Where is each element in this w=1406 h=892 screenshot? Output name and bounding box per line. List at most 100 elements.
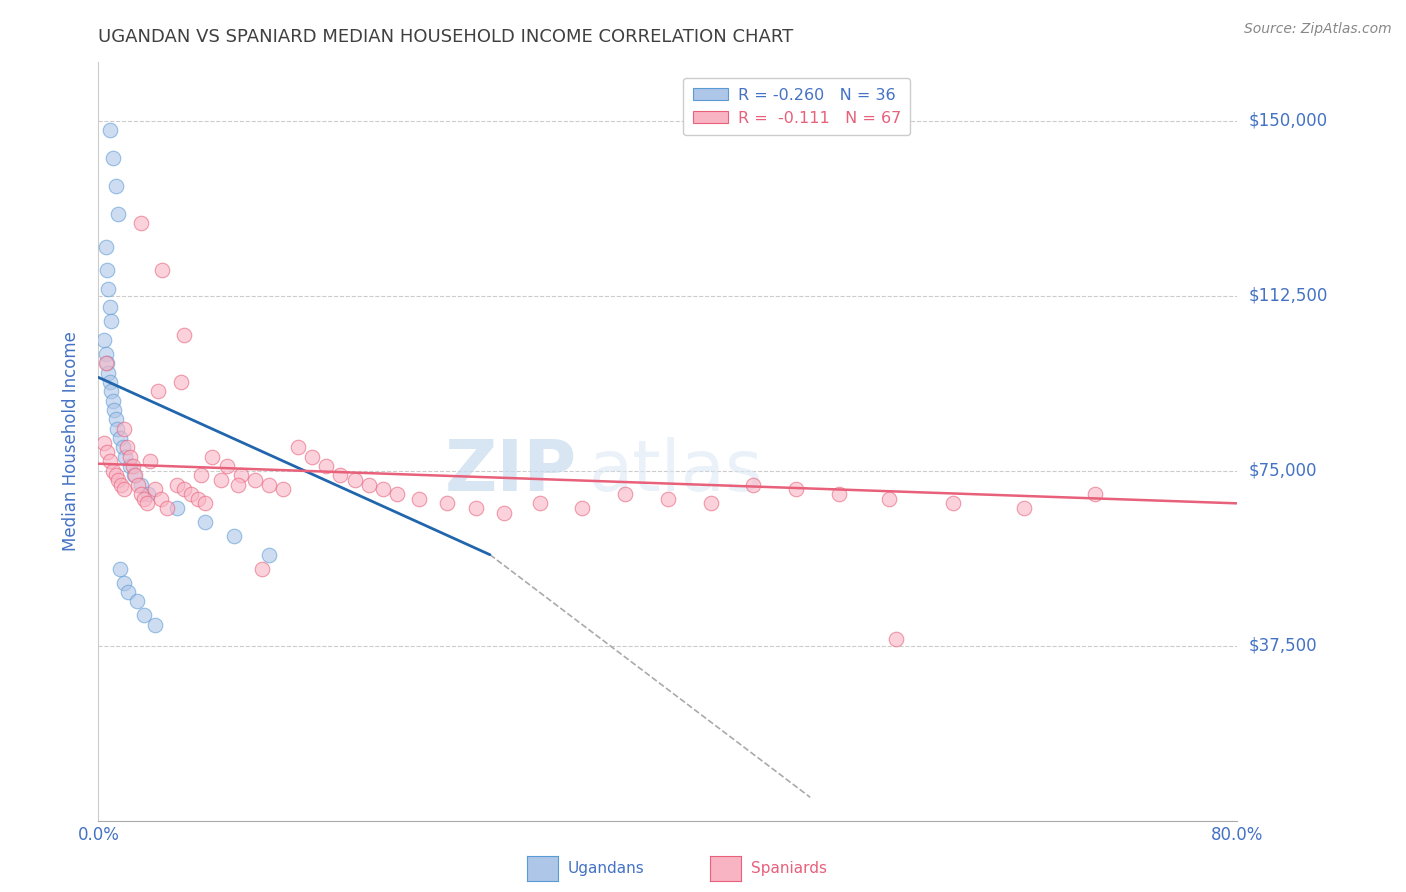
Point [259,477,281,491]
Point [170,375,193,389]
Point [101,151,124,165]
Point [148,384,170,399]
Point [97,366,120,380]
Point [112,483,135,497]
Point [114,450,136,464]
Point [138,454,160,468]
Point [117,585,139,599]
Point [287,441,309,455]
Point [100,314,122,328]
Text: $150,000: $150,000 [1249,112,1327,129]
Text: $112,500: $112,500 [1249,286,1327,305]
Point [132,608,155,623]
Point [166,501,188,516]
Point [93,333,115,347]
Point [129,216,152,230]
Text: $37,500: $37,500 [1249,637,1317,655]
Point [194,496,217,510]
Point [222,529,245,543]
Point [121,458,143,473]
Point [135,496,157,510]
Point [132,491,155,506]
Point [742,477,765,491]
Text: $75,000: $75,000 [1249,462,1317,480]
Point [884,632,907,646]
Point [173,483,195,497]
Point [614,487,637,501]
Point [343,473,366,487]
Point [112,575,135,590]
Point [100,384,122,399]
Point [828,487,851,501]
Point [111,441,134,455]
Point [187,491,209,506]
Point [118,458,141,473]
Point [190,468,212,483]
Point [529,496,551,510]
Point [1012,501,1035,516]
Point [150,491,173,506]
Point [259,548,281,562]
Point [329,468,352,483]
Point [250,562,273,576]
Point [129,487,152,501]
Point [101,393,124,408]
Point [112,422,135,436]
Point [152,263,174,277]
Point [699,496,721,510]
Point [494,506,516,520]
Point [209,473,232,487]
Point [108,431,131,445]
Point [97,282,120,296]
Point [115,441,138,455]
Text: ZIP: ZIP [444,437,576,507]
Point [436,496,458,510]
Point [127,477,149,491]
Point [105,422,128,436]
Point [156,501,179,516]
Point [173,328,195,343]
Point [124,468,146,483]
Text: Spaniards: Spaniards [751,862,827,876]
Point [94,240,117,254]
Text: Ugandans: Ugandans [568,862,645,876]
Point [101,464,124,478]
Point [166,477,188,491]
Point [785,483,807,497]
Point [98,454,121,468]
Point [194,515,217,529]
Point [98,123,121,137]
Point [94,356,117,370]
Point [201,450,224,464]
Point [104,412,127,426]
Point [387,487,409,501]
Point [98,375,121,389]
Point [107,473,129,487]
Point [571,501,593,516]
Point [1084,487,1107,501]
Point [145,483,167,497]
Point [357,477,380,491]
Point [229,468,252,483]
Point [107,207,129,221]
Point [215,458,238,473]
Point [226,477,249,491]
Point [180,487,202,501]
Point [243,473,266,487]
Y-axis label: Median Household Income: Median Household Income [62,332,80,551]
Point [110,477,132,491]
Point [96,356,118,370]
Point [94,347,117,361]
Point [373,483,395,497]
Point [122,468,145,483]
Point [93,435,115,450]
Point [96,263,118,277]
Point [98,301,121,315]
Point [104,179,127,194]
Point [408,491,430,506]
Point [104,468,127,483]
Point [877,491,900,506]
Point [96,445,118,459]
Point [125,594,148,608]
Point [315,458,337,473]
